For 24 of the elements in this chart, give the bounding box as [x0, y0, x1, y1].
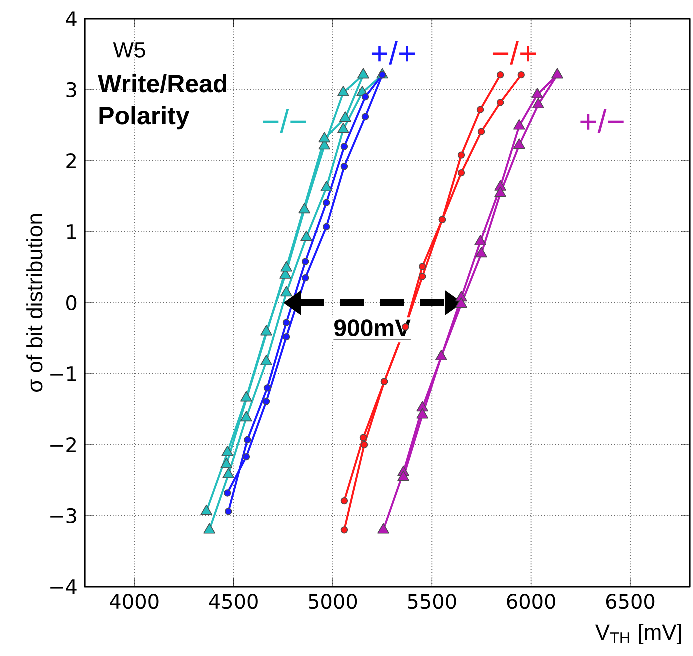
series-label: −/− — [263, 109, 306, 133]
annotation: W5 — [113, 42, 146, 58]
x-tick-label: 6000 — [507, 594, 556, 610]
y-tick-label: −3 — [50, 508, 76, 524]
y-tick-label: −1 — [50, 366, 76, 382]
series-label: +/− — [580, 109, 624, 133]
x-tick-label: 6500 — [606, 594, 655, 610]
y-tick-label: −4 — [50, 580, 77, 594]
y-tick-label: 1 — [67, 224, 76, 240]
x-tick-label: 4500 — [209, 594, 258, 610]
x-axis-title: V$_{TH}$ [mV] — [595, 624, 682, 645]
y-tick-label: 4 — [66, 12, 77, 26]
series-label: −/+ — [492, 41, 536, 65]
y-tick-label: −2 — [50, 438, 76, 452]
x-tick-label: 4000 — [110, 594, 159, 610]
series-label: +/+ — [372, 41, 416, 65]
y-tick-label: 0 — [66, 295, 77, 311]
y-tick-label: 2 — [66, 154, 76, 168]
annotation: 900mV — [334, 320, 411, 337]
y-axis-title: σ of bit distribution — [26, 214, 43, 392]
annotation: Write/Read Polarity — [98, 74, 227, 130]
x-tick-label: 5000 — [309, 594, 358, 610]
y-tick-label: 3 — [66, 82, 76, 98]
x-tick-label: 5500 — [408, 594, 456, 610]
